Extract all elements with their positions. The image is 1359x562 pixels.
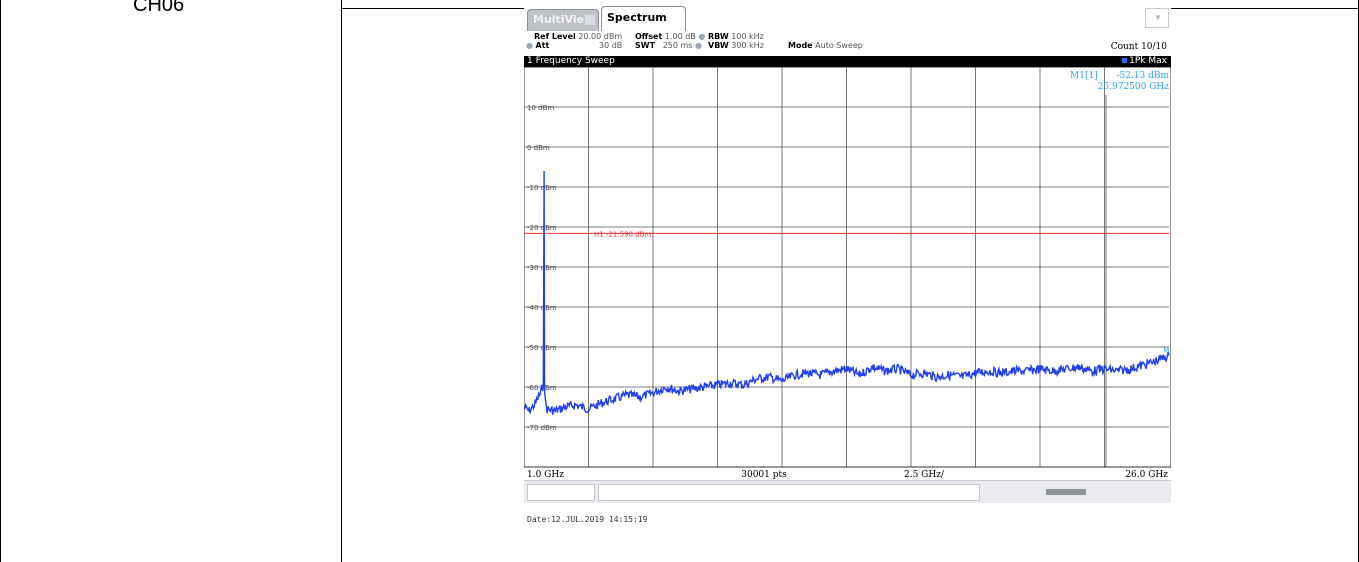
y-tick-label: 0 dBm	[527, 144, 550, 152]
y-tick-label: 10 dBm	[527, 104, 554, 112]
date-stamp: Date:12.JUL.2019 14:15:19	[527, 515, 648, 524]
rbw-setting: RBW 100 kHz	[708, 32, 764, 41]
threshold-label: H1 -21.590 dBm	[594, 230, 651, 238]
softkey-bar	[524, 480, 1171, 503]
y-tick-label: -30 dBm	[527, 264, 557, 272]
softkey-1[interactable]	[527, 484, 595, 501]
att-value: 30 dB	[599, 41, 623, 50]
grid-icon	[585, 15, 595, 25]
cell-divider	[341, 0, 342, 562]
tab-spectrum[interactable]: Spectrum	[601, 6, 686, 31]
marker-level: -52.13 dBm	[1116, 71, 1169, 81]
softkey-2[interactable]	[598, 484, 980, 501]
spectrum-plot: 10 dBm 0 dBm -10 dBm -20 dBm -30 dBm -40 dBm -…	[524, 67, 1171, 480]
trace-indicator: 1Pk Max	[1122, 56, 1167, 66]
y-tick-label: -20 dBm	[527, 224, 557, 232]
spectrum-plot-svg: 10 dBm 0 dBm -10 dBm -20 dBm -30 dBm -40 dBm -…	[524, 67, 1171, 480]
trace-color-icon	[1122, 58, 1128, 63]
x-start-label: 1.0 GHz	[527, 470, 564, 480]
trace-line	[524, 170, 1170, 415]
tab-multiview[interactable]: MultiView	[527, 9, 599, 31]
x-step-label: 2.5 GHz/	[904, 470, 945, 480]
chevron-down-icon: ▼	[1154, 13, 1162, 22]
marker-frequency: 25.972500 GHz	[1098, 82, 1170, 92]
tab-spectrum-label: Spectrum	[607, 11, 667, 24]
offset-setting: Offset 1.00 dB ●	[635, 32, 706, 41]
tab-multiview-label: MultiView	[533, 13, 595, 26]
att-setting: ● Att	[526, 41, 550, 50]
sweep-count: Count 10/10	[1110, 42, 1167, 52]
vbw-setting: VBW 300 kHz	[708, 41, 764, 50]
spectrum-analyzer-screenshot: MultiView Spectrum ▼ Ref Level 20.00 dBm…	[524, 5, 1171, 503]
y-tick-label: -10 dBm	[527, 184, 557, 192]
bullet-icon: ●	[526, 41, 533, 50]
swt-setting: SWT 250 ms ●	[635, 41, 702, 50]
x-stop-label: 26.0 GHz	[1125, 470, 1168, 480]
x-points-label: 30001 pts	[741, 470, 787, 480]
tab-strip: MultiView Spectrum ▼	[524, 5, 1171, 31]
y-tick-label: -50 dBm	[527, 344, 557, 352]
sweep-title-bar: 1 Frequency Sweep 1Pk Max	[524, 56, 1171, 67]
sweep-title: 1 Frequency Sweep	[527, 56, 615, 66]
measurement-settings: Ref Level 20.00 dBm ● Att 30 dB Offset 1…	[524, 32, 1171, 56]
marker-point-label: M1	[1163, 347, 1171, 355]
mode-setting: Mode Auto Sweep	[788, 41, 863, 50]
y-tick-label: -40 dBm	[527, 304, 557, 312]
ref-level: Ref Level 20.00 dBm	[534, 32, 623, 41]
status-indicator	[1046, 489, 1086, 495]
channel-label: CH06	[133, 0, 185, 16]
tab-dropdown-button[interactable]: ▼	[1145, 8, 1169, 28]
marker-name: M1[1]	[1070, 71, 1098, 81]
y-tick-label: -70 dBm	[527, 424, 557, 432]
